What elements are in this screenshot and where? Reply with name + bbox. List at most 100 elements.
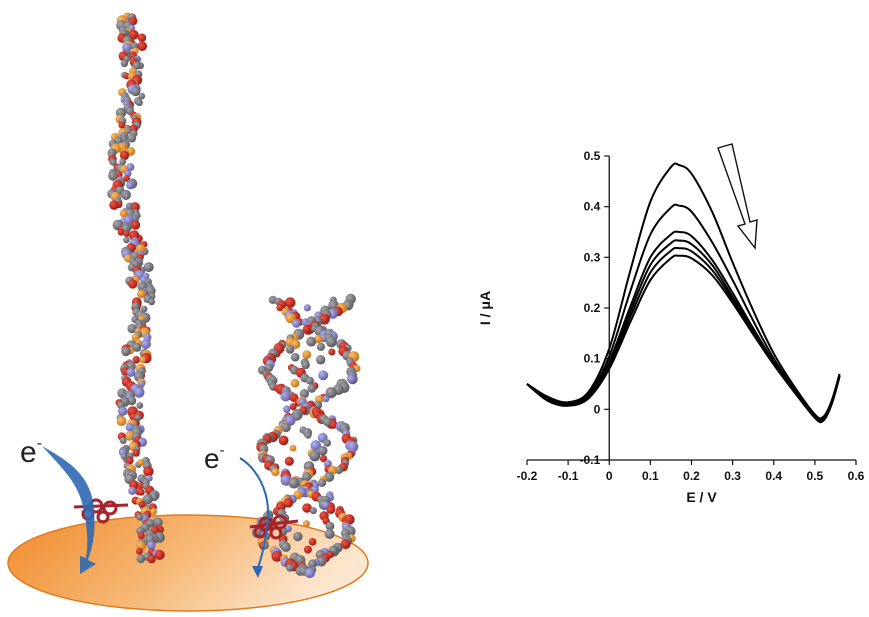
atom-sphere bbox=[126, 181, 135, 190]
atom-sphere bbox=[142, 494, 153, 505]
electron-label-right: e- bbox=[204, 442, 225, 474]
atom-sphere bbox=[281, 422, 291, 433]
voltammogram-series-4 bbox=[526, 239, 841, 423]
atom-sphere bbox=[278, 435, 289, 446]
atom-sphere bbox=[317, 446, 328, 456]
atom-sphere bbox=[292, 319, 301, 328]
atom-sphere bbox=[271, 468, 280, 477]
atom-sphere bbox=[127, 133, 137, 143]
electron-transfer-arrow-left bbox=[42, 446, 96, 574]
atom-sphere bbox=[284, 456, 294, 466]
atom-sphere bbox=[309, 507, 317, 515]
atom-sphere bbox=[302, 325, 311, 334]
atom-sphere bbox=[125, 456, 134, 465]
atom-sphere bbox=[110, 159, 117, 166]
atom-sphere bbox=[135, 244, 146, 254]
atom-sphere bbox=[316, 342, 325, 351]
atom-sphere bbox=[140, 339, 151, 349]
atom-sphere bbox=[117, 228, 125, 236]
atom-sphere bbox=[119, 437, 127, 444]
atom-sphere bbox=[127, 396, 137, 406]
atom-sphere bbox=[121, 346, 131, 357]
atom-sphere bbox=[305, 376, 314, 385]
atom-sphere bbox=[307, 384, 317, 393]
decreasing-peak-arrow bbox=[717, 143, 758, 250]
atom-sphere bbox=[293, 531, 303, 542]
atom-sphere bbox=[119, 158, 127, 166]
atom-sphere bbox=[137, 289, 146, 299]
atom-sphere bbox=[302, 350, 312, 359]
atom-sphere bbox=[276, 303, 284, 312]
atom-sphere bbox=[136, 554, 146, 564]
atom-sphere bbox=[302, 503, 312, 513]
y-tick-label: 0.1 bbox=[584, 352, 601, 366]
voltammogram-series-1 bbox=[526, 162, 841, 420]
atom-sphere bbox=[133, 387, 145, 398]
atom-sphere bbox=[123, 230, 130, 238]
y-tick-label: 0 bbox=[594, 402, 601, 416]
atom-sphere bbox=[137, 532, 145, 540]
redox-label-right bbox=[249, 514, 299, 540]
atom-sphere bbox=[136, 402, 144, 409]
atom-sphere bbox=[132, 356, 141, 364]
atom-sphere bbox=[137, 459, 145, 466]
atom-sphere bbox=[302, 520, 310, 528]
atom-sphere bbox=[283, 405, 291, 414]
voltammogram-series-6 bbox=[526, 254, 841, 424]
atom-sphere bbox=[308, 559, 317, 569]
atom-sphere bbox=[280, 391, 291, 402]
atom-sphere bbox=[301, 360, 310, 370]
atom-sphere bbox=[284, 297, 296, 308]
atom-sphere bbox=[324, 529, 335, 539]
atom-sphere bbox=[108, 170, 118, 181]
atom-sphere bbox=[128, 29, 139, 40]
atom-sphere bbox=[316, 355, 326, 365]
single-strand-dna-model bbox=[107, 12, 165, 564]
atom-sphere bbox=[123, 236, 130, 244]
atom-sphere bbox=[283, 498, 294, 508]
atom-sphere bbox=[154, 518, 163, 527]
electron-transfer-arrowhead-right bbox=[252, 566, 263, 578]
atom-sphere bbox=[289, 444, 297, 452]
atom-sphere bbox=[148, 298, 156, 306]
atom-sphere bbox=[143, 262, 154, 273]
atom-sphere bbox=[326, 505, 336, 514]
atom-sphere bbox=[318, 370, 329, 381]
atom-sphere bbox=[116, 416, 127, 426]
y-tick-label: 0.3 bbox=[584, 250, 601, 264]
atom-sphere bbox=[123, 193, 130, 200]
atom-sphere bbox=[324, 472, 335, 482]
atom-sphere bbox=[308, 538, 317, 546]
atom-sphere bbox=[128, 486, 137, 495]
atom-sphere bbox=[137, 33, 147, 42]
plot-area bbox=[526, 162, 841, 424]
x-tick-label: 0.5 bbox=[807, 469, 824, 483]
x-tick-label: 0.2 bbox=[683, 469, 700, 483]
atom-sphere bbox=[149, 507, 158, 516]
atom-sphere bbox=[319, 455, 328, 463]
x-tick-label: 0 bbox=[606, 469, 613, 483]
atom-sphere bbox=[137, 488, 145, 496]
voltammogram-series-3 bbox=[526, 230, 841, 422]
atom-sphere bbox=[340, 539, 351, 550]
atom-sphere bbox=[323, 417, 332, 427]
atom-sphere bbox=[329, 421, 338, 429]
atom-sphere bbox=[130, 220, 141, 230]
atom-sphere bbox=[318, 478, 327, 487]
x-tick-label: 0.1 bbox=[642, 469, 659, 483]
atom-sphere bbox=[303, 304, 311, 312]
atom-sphere bbox=[126, 163, 135, 172]
atom-sphere bbox=[126, 367, 136, 377]
atom-sphere bbox=[323, 439, 332, 447]
atom-sphere bbox=[334, 466, 343, 475]
electron-label-left: e- bbox=[20, 435, 42, 469]
atom-sphere bbox=[306, 336, 317, 347]
x-tick-label: -0.1 bbox=[558, 469, 579, 483]
atom-sphere bbox=[123, 215, 134, 225]
atom-sphere bbox=[285, 345, 295, 354]
atom-sphere bbox=[136, 513, 144, 521]
atom-sphere bbox=[137, 41, 147, 51]
atom-sphere bbox=[132, 449, 140, 457]
atom-sphere bbox=[286, 563, 294, 572]
